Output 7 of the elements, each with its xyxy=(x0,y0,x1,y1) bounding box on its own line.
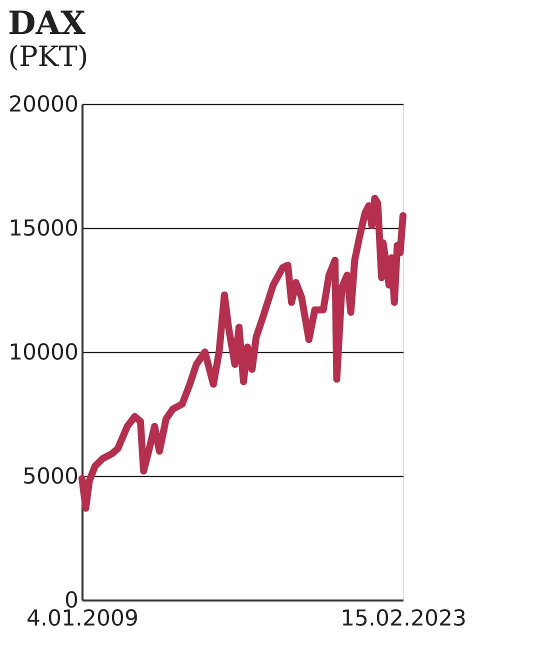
y-tick-label: 20000 xyxy=(8,92,78,118)
chart-title: DAX xyxy=(8,4,86,42)
y-tick-label: 10000 xyxy=(8,340,78,366)
chart-subtitle: (PKT) xyxy=(8,40,88,73)
y-tick-label: 15000 xyxy=(8,216,78,242)
y-tick-label: 5000 xyxy=(22,464,78,490)
x-tick-label: 15.02.2023 xyxy=(340,606,466,632)
